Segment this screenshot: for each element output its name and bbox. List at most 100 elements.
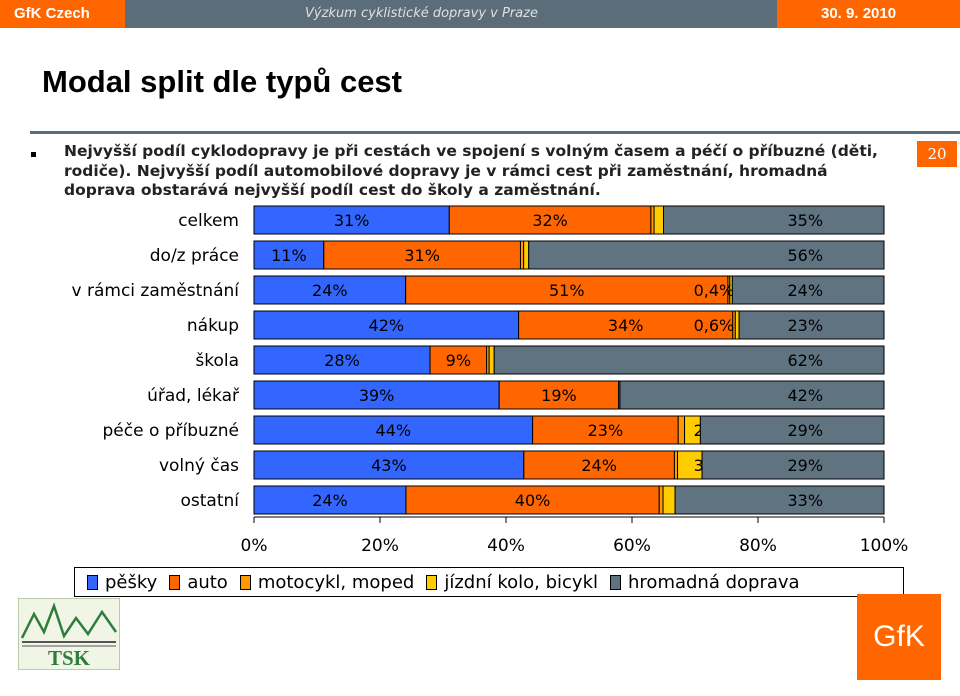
header-date: 30. 9. 2010 bbox=[777, 0, 960, 28]
x-tick-label: 60% bbox=[613, 536, 651, 556]
data-label-hromadn-doprava-do-z-pr-ce: 56% bbox=[787, 246, 823, 265]
data-label-p-ky-celkem: 31% bbox=[334, 211, 370, 230]
bar-j-zdn-kolo-bicykl-celkem bbox=[653, 205, 664, 235]
bar-p-ky-voln-as bbox=[253, 450, 525, 480]
bar-auto-kola bbox=[429, 345, 488, 375]
legend-swatch bbox=[169, 574, 181, 590]
category-label-ad-l-ka: úřad, lékař bbox=[147, 386, 240, 406]
legend-item-auto: auto bbox=[169, 572, 228, 593]
bar-hromadn-doprava-v-r-mci-zam-stn-n bbox=[731, 275, 885, 305]
page-number: 20 bbox=[917, 141, 957, 167]
bar-hromadn-doprava-celkem bbox=[663, 205, 885, 235]
bar-p-ky-ostatn bbox=[253, 485, 407, 515]
legend-label: jízdní kolo, bicykl bbox=[444, 571, 599, 593]
data-label-auto-ad-l-ka: 19% bbox=[541, 386, 577, 405]
bar-j-zdn-kolo-bicykl-voln-as bbox=[677, 450, 703, 480]
data-label-p-ky-n-kup: 42% bbox=[369, 316, 405, 335]
data-label-hromadn-doprava-kola: 62% bbox=[787, 351, 823, 370]
legend-item-p-ky: pěšky bbox=[87, 572, 157, 593]
category-label-do-z-pr-ce: do/z práce bbox=[150, 246, 239, 266]
legend-item-j-zdn-kolo-bicykl: jízdní kolo, bicykl bbox=[426, 572, 598, 593]
bar-auto-n-kup bbox=[518, 310, 734, 340]
header-subtitle: Výzkum cyklistické dopravy v Praze bbox=[305, 6, 538, 21]
bar-j-zdn-kolo-bicykl-kola bbox=[488, 345, 495, 375]
gfk-logo: GfK bbox=[857, 594, 941, 680]
data-label-p-ky-kola: 28% bbox=[324, 351, 360, 370]
top-bar: GfK Czech Výzkum cyklistické dopravy v P… bbox=[0, 0, 960, 28]
legend-item-hromadn-doprava: hromadná doprava bbox=[610, 572, 800, 593]
bullet-text: Nejvyšší podíl cyklodopravy je při cestá… bbox=[64, 142, 878, 199]
data-label-auto-p-e-o-p-buzn: 23% bbox=[588, 421, 624, 440]
category-label-voln-as: volný čas bbox=[159, 456, 239, 476]
data-label-hromadn-doprava-p-e-o-p-buzn: 29% bbox=[787, 421, 823, 440]
data-label-p-ky-p-e-o-p-buzn: 44% bbox=[376, 421, 412, 440]
data-label-auto-celkem: 32% bbox=[532, 211, 568, 230]
data-label-auto-kola: 9% bbox=[446, 351, 471, 370]
data-label-auto-v-r-mci-zam-stn-n: 51% bbox=[549, 281, 585, 300]
bar-j-zdn-kolo-bicykl-do-z-pr-ce bbox=[523, 240, 530, 270]
x-tick-label: 100% bbox=[860, 536, 909, 556]
data-label-j-zdn-kolo-bicykl-v-r-mci-zam-stn-n: 0,4% bbox=[694, 281, 735, 300]
bar-auto-celkem bbox=[448, 205, 652, 235]
legend-swatch bbox=[87, 574, 98, 590]
legend-label: motocykl, moped bbox=[257, 571, 415, 593]
legend-swatch bbox=[426, 574, 438, 590]
bar-hromadn-doprava-p-e-o-p-buzn bbox=[699, 415, 885, 445]
legend-swatch bbox=[610, 574, 622, 590]
bar-hromadn-doprava-ad-l-ka bbox=[619, 380, 885, 410]
data-label-p-ky-ostatn: 24% bbox=[312, 491, 348, 510]
legend-item-motocykl-moped: motocykl, moped bbox=[239, 571, 415, 593]
category-label-n-kup: nákup bbox=[187, 316, 239, 336]
x-tick-label: 80% bbox=[739, 536, 777, 556]
bar-p-ky-ad-l-ka bbox=[253, 380, 500, 410]
bar-auto-v-r-mci-zam-stn-n bbox=[405, 275, 729, 305]
brand-label: GfK Czech bbox=[0, 0, 125, 28]
bar-hromadn-doprava-n-kup bbox=[738, 310, 885, 340]
bar-hromadn-doprava-do-z-pr-ce bbox=[528, 240, 885, 270]
tsk-logo-text: TSK bbox=[48, 646, 91, 670]
bar-p-ky-celkem bbox=[253, 205, 450, 235]
data-label-auto-voln-as: 24% bbox=[581, 456, 617, 475]
legend-label: hromadná doprava bbox=[628, 571, 800, 593]
legend-label: auto bbox=[187, 571, 228, 593]
data-label-hromadn-doprava-n-kup: 23% bbox=[787, 316, 823, 335]
bar-hromadn-doprava-ostatn bbox=[674, 485, 885, 515]
bullet-icon bbox=[31, 152, 36, 157]
bar-hromadn-doprava-voln-as bbox=[701, 450, 885, 480]
data-label-p-ky-v-r-mci-zam-stn-n: 24% bbox=[312, 281, 348, 300]
x-tick-label: 20% bbox=[361, 536, 399, 556]
category-label-ostatn: ostatní bbox=[180, 491, 240, 511]
data-label-p-ky-voln-as: 43% bbox=[371, 456, 407, 475]
bar-auto-ostatn bbox=[405, 485, 660, 515]
bar-j-zdn-kolo-bicykl-n-kup bbox=[734, 310, 740, 340]
bar-motocykl-moped-p-e-o-p-buzn bbox=[677, 415, 686, 445]
data-label-auto-do-z-pr-ce: 31% bbox=[404, 246, 440, 265]
data-label-hromadn-doprava-voln-as: 29% bbox=[787, 456, 823, 475]
bar-auto-p-e-o-p-buzn bbox=[532, 415, 679, 445]
category-label-kola: škola bbox=[195, 351, 239, 371]
bar-p-ky-n-kup bbox=[253, 310, 520, 340]
data-label-auto-ostatn: 40% bbox=[515, 491, 551, 510]
bar-p-ky-v-r-mci-zam-stn-n bbox=[253, 275, 407, 305]
category-label-p-e-o-p-buzn: péče o příbuzné bbox=[103, 421, 240, 441]
legend-label: pěšky bbox=[105, 571, 158, 593]
data-label-auto-n-kup: 34% bbox=[608, 316, 644, 335]
data-label-hromadn-doprava-celkem: 35% bbox=[787, 211, 823, 230]
bar-auto-ad-l-ka bbox=[498, 380, 620, 410]
data-label-hromadn-doprava-ostatn: 33% bbox=[787, 491, 823, 510]
x-tick-label: 0% bbox=[241, 536, 268, 556]
category-label-v-r-mci-zam-stn-n: v rámci zaměstnání bbox=[72, 281, 241, 301]
bar-p-ky-p-e-o-p-buzn bbox=[253, 415, 534, 445]
bar-motocykl-moped-ostatn bbox=[658, 485, 664, 515]
category-label-celkem: celkem bbox=[178, 211, 239, 231]
title-divider bbox=[30, 131, 960, 134]
bar-hromadn-doprava-kola bbox=[493, 345, 885, 375]
data-label-hromadn-doprava-v-r-mci-zam-stn-n: 24% bbox=[787, 281, 823, 300]
data-label-hromadn-doprava-ad-l-ka: 42% bbox=[787, 386, 823, 405]
bar-auto-do-z-pr-ce bbox=[323, 240, 521, 270]
bar-p-ky-kola bbox=[253, 345, 431, 375]
data-label-p-ky-do-z-pr-ce: 11% bbox=[271, 246, 307, 265]
chart-legend: pěšky auto motocykl, moped jízdní kolo, bic… bbox=[74, 567, 904, 597]
modal-split-chart: 31%32%1,5%35%11%31%0,8%56%24%51%0,4%24%4… bbox=[72, 205, 909, 556]
data-label-j-zdn-kolo-bicykl-n-kup: 0,6% bbox=[694, 316, 735, 335]
